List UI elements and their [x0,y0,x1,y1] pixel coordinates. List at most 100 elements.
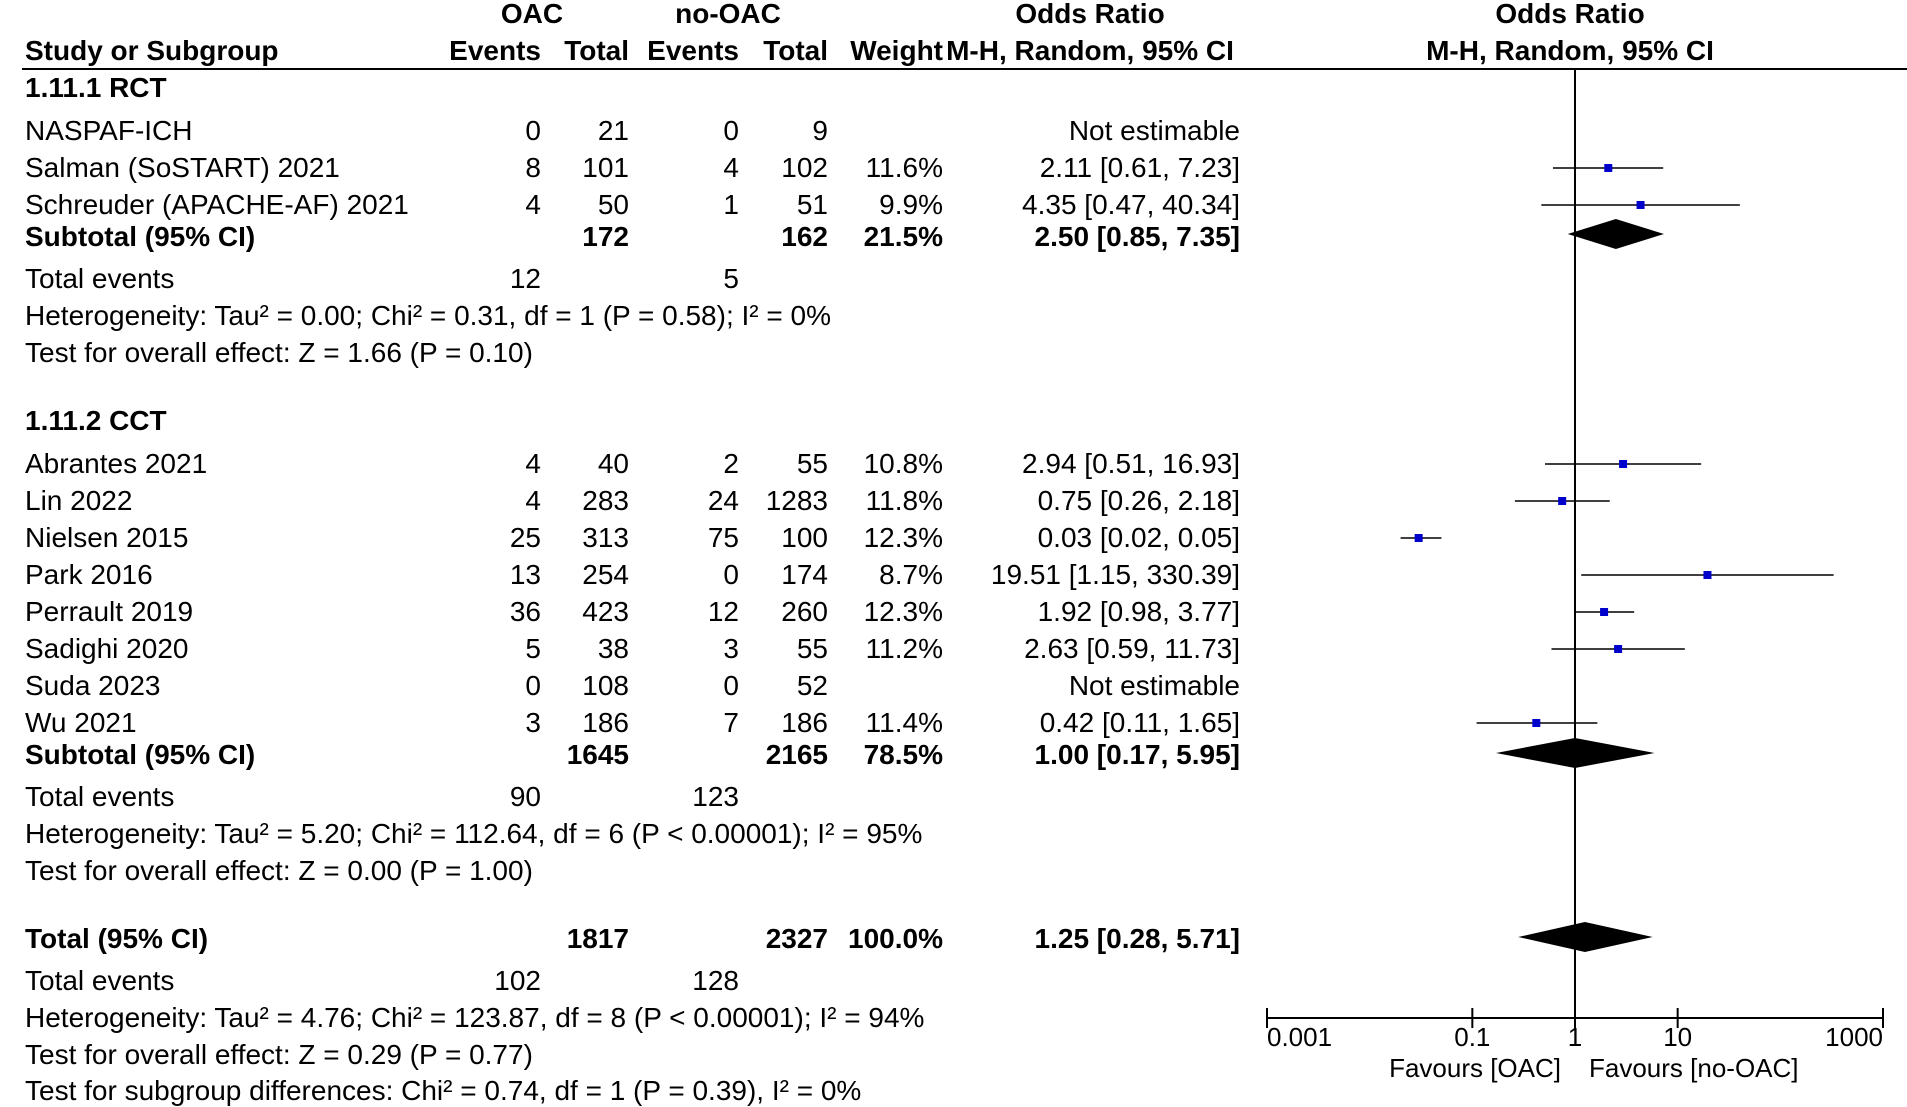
study-nooac-total: 51 [797,189,828,220]
study-nooac-events: 3 [723,633,739,664]
effect-marker [1604,164,1613,172]
header-nooac-total: Total [763,35,828,66]
heterogeneity-text: Heterogeneity: Tau² = 0.00; Chi² = 0.31,… [25,300,831,331]
study-oac-total: 254 [582,559,629,590]
subtotal-weight: 78.5% [864,739,943,770]
study-weight: 11.4% [866,707,943,738]
study-name: Nielsen 2015 [25,522,188,553]
study-nooac-total: 102 [781,152,828,183]
effect-marker [1558,497,1567,505]
study-nooac-total: 100 [781,522,828,553]
subtotal-nooac-total: 162 [781,221,828,252]
study-name: Suda 2023 [25,670,160,701]
study-oac-events: 4 [525,485,541,516]
study-odds-ratio: 19.51 [1.15, 330.39] [991,559,1240,590]
study-oac-events: 13 [510,559,541,590]
total-events-oac: 12 [510,263,541,294]
study-name: Schreuder (APACHE-AF) 2021 [25,189,409,220]
plot-area: 0.001 0.1 1 10 1000 Favours [OAC] Favours [no-… [1266,69,1884,1083]
study-nooac-events: 4 [723,152,739,183]
study-nooac-total: 55 [797,448,828,479]
header-plot-method: M-H, Random, 95% CI [1426,35,1714,66]
study-name: Lin 2022 [25,485,132,516]
effect-marker [1600,608,1609,616]
total-events-label: Total events [25,781,174,812]
study-odds-ratio: 2.94 [0.51, 16.93] [1022,448,1240,479]
overall-total-odds-ratio: 1.25 [0.28, 5.71] [1035,923,1240,954]
subtotal-diamond [1567,219,1664,249]
study-oac-events: 8 [525,152,541,183]
study-nooac-total: 55 [797,633,828,664]
study-weight: 11.2% [866,633,943,664]
study-odds-ratio: 0.03 [0.02, 0.05] [1038,522,1240,553]
effect-marker [1532,719,1541,727]
x-tick-label: 1 [1568,1022,1582,1052]
study-nooac-events: 75 [708,522,739,553]
study-oac-total: 50 [598,189,629,220]
subtotal-label: Subtotal (95% CI) [25,739,255,770]
study-nooac-total: 174 [781,559,828,590]
heterogeneity-text: Heterogeneity: Tau² = 4.76; Chi² = 123.8… [25,1002,924,1033]
study-odds-ratio: 4.35 [0.47, 40.34] [1022,189,1240,220]
subtotal-oac-total: 172 [582,221,629,252]
overall-effect-text: Test for overall effect: Z = 0.00 (P = 1… [25,855,533,886]
study-weight: 11.8% [866,485,943,516]
study-nooac-events: 0 [723,670,739,701]
study-odds-ratio: Not estimable [1069,115,1240,146]
study-odds-ratio: 2.63 [0.59, 11.73] [1024,633,1240,664]
total-events-nooac: 128 [692,965,739,996]
study-oac-events: 36 [510,596,541,627]
study-weight: 11.6% [866,152,943,183]
study-oac-events: 3 [525,707,541,738]
study-name: Park 2016 [25,559,153,590]
favours-left-label: Favours [OAC] [1389,1053,1561,1083]
study-oac-events: 0 [525,115,541,146]
favours-right-label: Favours [no-OAC] [1589,1053,1799,1083]
effect-marker [1414,534,1423,542]
x-tick-label: 10 [1663,1022,1692,1052]
subtotal-odds-ratio: 2.50 [0.85, 7.35] [1035,221,1240,252]
study-nooac-total: 9 [812,115,828,146]
header-oac-events: Events [449,35,541,66]
study-weight: 10.8% [864,448,943,479]
overall-total-label: Total (95% CI) [25,923,208,954]
study-oac-events: 4 [525,189,541,220]
header-group-oac: OAC [501,0,563,29]
total-events-label: Total events [25,965,174,996]
subgroup-title: 1.11.1 RCT [25,72,167,103]
subtotal-nooac-total: 2165 [766,739,828,770]
study-nooac-events: 7 [723,707,739,738]
study-oac-total: 186 [582,707,629,738]
study-oac-events: 5 [525,633,541,664]
total-events-oac: 102 [494,965,541,996]
effect-marker [1619,460,1628,468]
study-weight: 8.7% [879,559,943,590]
study-oac-events: 25 [510,522,541,553]
study-nooac-total: 1283 [766,485,828,516]
study-oac-total: 101 [582,152,629,183]
overall-effect-text: Test for overall effect: Z = 1.66 (P = 0… [25,337,533,368]
x-tick-label: 0.001 [1267,1022,1332,1052]
header-or-method: M-H, Random, 95% CI [946,35,1234,66]
study-odds-ratio: Not estimable [1069,670,1240,701]
total-events-oac: 90 [510,781,541,812]
study-odds-ratio: 2.11 [0.61, 7.23] [1040,152,1240,183]
study-name: Abrantes 2021 [25,448,207,479]
total-events-nooac: 5 [723,263,739,294]
study-nooac-events: 0 [723,559,739,590]
study-oac-events: 4 [525,448,541,479]
study-oac-events: 0 [525,670,541,701]
header-oac-total: Total [564,35,629,66]
total-events-label: Total events [25,263,174,294]
header-study-col: Study or Subgroup [25,35,279,66]
study-oac-total: 40 [598,448,629,479]
overall-total-nooac-total: 2327 [766,923,828,954]
subgroup-title: 1.11.2 CCT [25,405,167,436]
study-name: Salman (SoSTART) 2021 [25,152,340,183]
study-oac-total: 38 [598,633,629,664]
study-name: Wu 2021 [25,707,137,738]
header-group-nooac: no-OAC [675,0,781,29]
overall-total-weight: 100.0% [848,923,943,954]
